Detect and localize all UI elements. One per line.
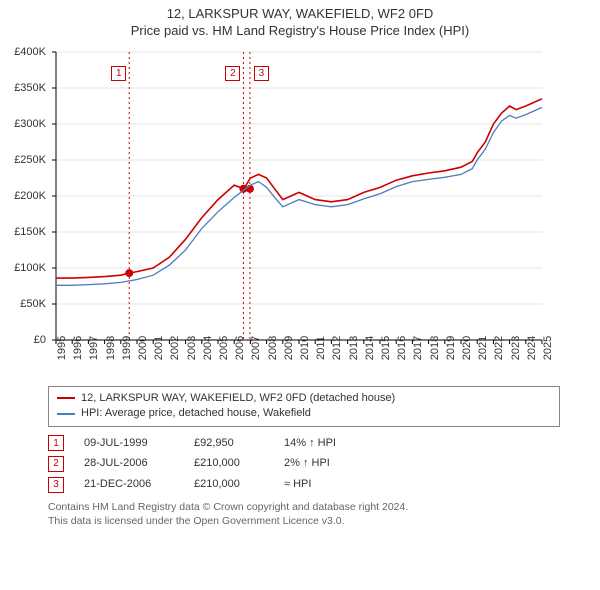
y-axis-label: £0 xyxy=(6,334,46,346)
x-axis-label: 1995 xyxy=(56,336,68,360)
title-address: 12, LARKSPUR WAY, WAKEFIELD, WF2 0FD xyxy=(0,6,600,23)
transaction-price-1: £92,950 xyxy=(194,433,264,454)
transaction-price-3: £210,000 xyxy=(194,474,264,495)
legend-label-price-paid: 12, LARKSPUR WAY, WAKEFIELD, WF2 0FD (de… xyxy=(81,391,395,406)
chart-title-block: 12, LARKSPUR WAY, WAKEFIELD, WF2 0FD Pri… xyxy=(0,0,600,42)
transaction-date-2: 28-JUL-2006 xyxy=(84,453,174,474)
title-subtitle: Price paid vs. HM Land Registry's House … xyxy=(0,23,600,40)
x-axis-label: 1997 xyxy=(88,336,100,360)
chart-area: £0 £50K £100K £150K £200K £250K £300K £350K £400… xyxy=(8,46,548,382)
transaction-row-3: 3 21-DEC-2006 £210,000 ≈ HPI xyxy=(48,474,560,495)
x-axis-label: 2014 xyxy=(364,336,376,360)
chart-marker-badge-2: 2 xyxy=(225,66,240,81)
y-axis-label: £100K xyxy=(6,262,46,274)
x-axis-label: 2008 xyxy=(267,336,279,360)
x-axis-label: 2003 xyxy=(186,336,198,360)
transaction-date-1: 09-JUL-1999 xyxy=(84,433,174,454)
transaction-price-2: £210,000 xyxy=(194,453,264,474)
y-axis-label: £400K xyxy=(6,46,46,58)
transaction-row-1: 1 09-JUL-1999 £92,950 14% ↑ HPI xyxy=(48,433,560,454)
y-axis-label: £350K xyxy=(6,82,46,94)
footer-attribution: Contains HM Land Registry data © Crown c… xyxy=(48,501,560,528)
y-axis-label: £200K xyxy=(6,190,46,202)
x-axis-label: 2000 xyxy=(137,336,149,360)
transaction-date-3: 21-DEC-2006 xyxy=(84,474,174,495)
x-axis-label: 2022 xyxy=(493,336,505,360)
x-axis-label: 2006 xyxy=(234,336,246,360)
transaction-hpi-2: 2% ↑ HPI xyxy=(284,453,374,474)
x-axis-label: 2015 xyxy=(380,336,392,360)
transaction-hpi-1: 14% ↑ HPI xyxy=(284,433,374,454)
x-axis-label: 2002 xyxy=(169,336,181,360)
transaction-row-2: 2 28-JUL-2006 £210,000 2% ↑ HPI xyxy=(48,453,560,474)
x-axis-label: 2024 xyxy=(526,336,538,360)
chart-marker-badge-1: 1 xyxy=(111,66,126,81)
y-axis-label: £50K xyxy=(6,298,46,310)
x-axis-label: 2010 xyxy=(299,336,311,360)
legend-item-hpi: HPI: Average price, detached house, Wake… xyxy=(57,406,551,421)
transaction-badge-3: 3 xyxy=(48,477,64,493)
transaction-badge-1: 1 xyxy=(48,435,64,451)
footer-line-2: This data is licensed under the Open Gov… xyxy=(48,515,560,529)
x-axis-label: 1999 xyxy=(121,336,133,360)
legend-item-price-paid: 12, LARKSPUR WAY, WAKEFIELD, WF2 0FD (de… xyxy=(57,391,551,406)
legend: 12, LARKSPUR WAY, WAKEFIELD, WF2 0FD (de… xyxy=(48,386,560,427)
legend-swatch-hpi xyxy=(57,413,75,415)
x-axis-label: 2023 xyxy=(510,336,522,360)
x-axis-label: 2020 xyxy=(461,336,473,360)
y-axis-label: £150K xyxy=(6,226,46,238)
transaction-hpi-3: ≈ HPI xyxy=(284,474,374,495)
x-axis-label: 2016 xyxy=(396,336,408,360)
x-axis-label: 2013 xyxy=(348,336,360,360)
x-axis-label: 1996 xyxy=(72,336,84,360)
x-axis-label: 2021 xyxy=(477,336,489,360)
footer-line-1: Contains HM Land Registry data © Crown c… xyxy=(48,501,560,515)
x-axis-label: 2011 xyxy=(315,336,327,360)
legend-label-hpi: HPI: Average price, detached house, Wake… xyxy=(81,406,311,421)
legend-swatch-price-paid xyxy=(57,397,75,399)
transaction-badge-2: 2 xyxy=(48,456,64,472)
y-axis-label: £300K xyxy=(6,118,46,130)
chart-svg xyxy=(8,46,548,346)
x-axis-label: 2004 xyxy=(202,336,214,360)
x-axis-label: 2001 xyxy=(153,336,165,360)
x-axis-label: 2012 xyxy=(331,336,343,360)
y-axis-label: £250K xyxy=(6,154,46,166)
x-axis-label: 2009 xyxy=(283,336,295,360)
transactions-table: 1 09-JUL-1999 £92,950 14% ↑ HPI 2 28-JUL… xyxy=(48,433,560,496)
x-axis-label: 2017 xyxy=(412,336,424,360)
x-axis-label: 2019 xyxy=(445,336,457,360)
x-axis-label: 2007 xyxy=(250,336,262,360)
x-axis-label: 2018 xyxy=(429,336,441,360)
chart-marker-badge-3: 3 xyxy=(254,66,269,81)
x-axis-label: 1998 xyxy=(105,336,117,360)
x-axis-label: 2005 xyxy=(218,336,230,360)
x-axis-label: 2025 xyxy=(542,336,554,360)
